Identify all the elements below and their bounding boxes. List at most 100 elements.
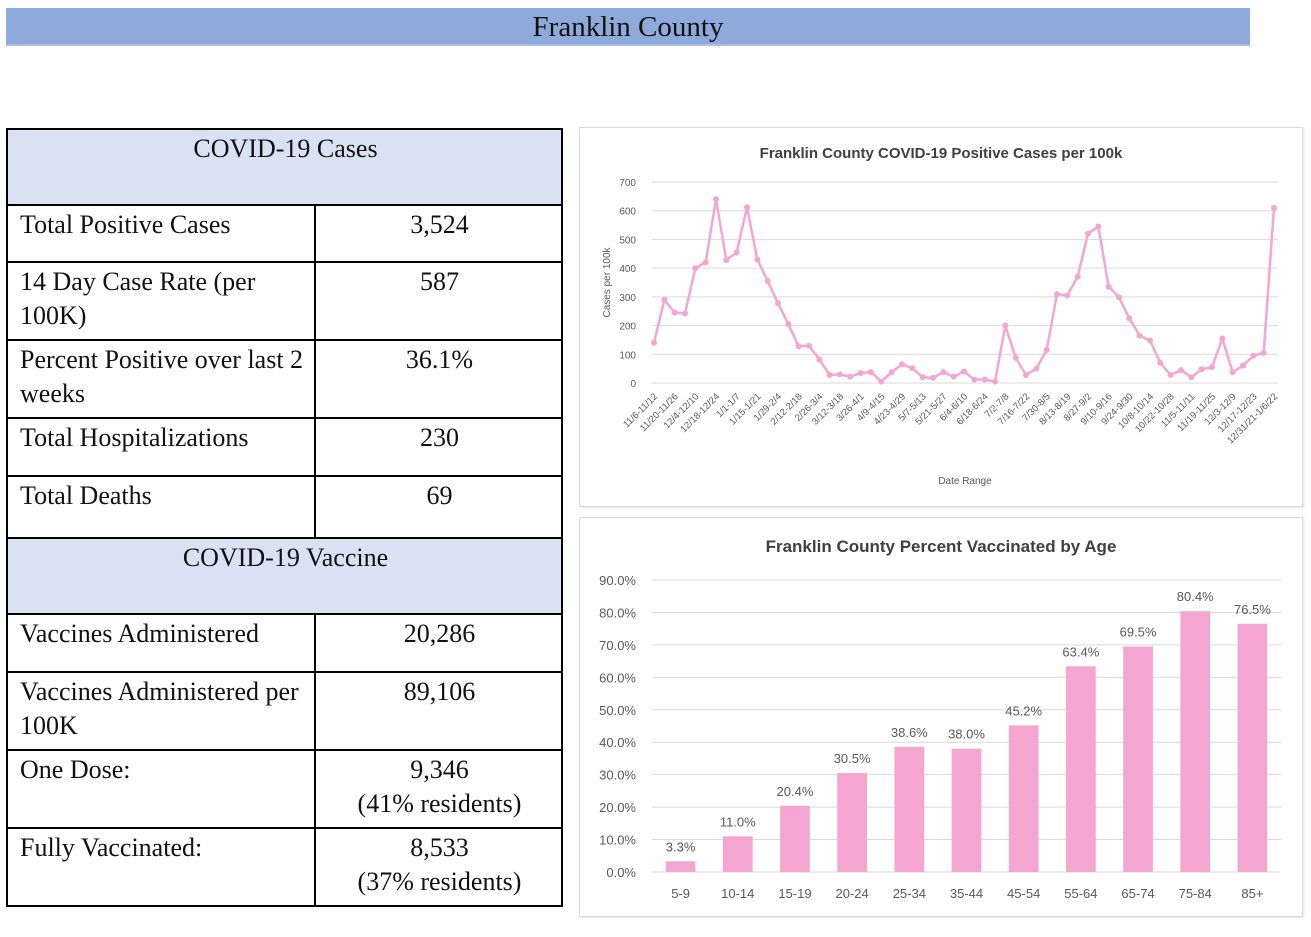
y-tick-label: 40.0%: [599, 735, 636, 750]
data-point: [1033, 365, 1040, 372]
x-tick-label: 35-44: [950, 886, 983, 901]
data-point: [878, 378, 885, 385]
bar: [951, 748, 982, 872]
data-point: [868, 369, 874, 376]
y-tick-label: 20.0%: [599, 800, 636, 815]
row-value: 3,524: [314, 204, 563, 263]
y-tick-label: 500: [619, 235, 636, 246]
data-point: [754, 256, 761, 263]
data-point: [1178, 367, 1184, 374]
table-row: Vaccines Administered per 100K 89,106: [6, 671, 563, 751]
data-point: [1043, 346, 1050, 353]
table-row: One Dose: 9,346 (41% residents): [6, 749, 563, 829]
data-point: [1105, 283, 1112, 290]
data-point: [847, 373, 854, 380]
stats-table: COVID-19 Cases Total Positive Cases 3,524…: [6, 128, 563, 907]
bar: [837, 773, 868, 872]
data-point: [940, 369, 947, 376]
value-percent: (41% residents): [357, 789, 522, 818]
table-row: Percent Positive over last 2 weeks 36.1%: [6, 339, 563, 419]
data-label: 11.0%: [720, 814, 756, 829]
y-tick-label: 600: [619, 207, 636, 218]
row-value: 36.1%: [314, 339, 563, 419]
data-point: [1116, 294, 1122, 301]
bar-chart: Franklin County Percent Vaccinated by Ag…: [599, 537, 1281, 901]
data-point: [1271, 204, 1277, 211]
x-tick-label: 25-34: [893, 886, 926, 901]
y-tick-label: 300: [619, 293, 636, 304]
y-tick-label: 70.0%: [599, 638, 636, 653]
data-label: 30.5%: [834, 751, 871, 766]
x-tick-label: 85+: [1241, 886, 1263, 901]
data-point: [1074, 273, 1081, 280]
row-label: Percent Positive over last 2 weeks: [6, 339, 316, 419]
data-point: [837, 371, 843, 378]
data-point: [1147, 337, 1153, 344]
data-label: 76.5%: [1234, 602, 1271, 617]
table-row: 14 Day Case Rate (per 100K) 587: [6, 261, 563, 341]
bar: [1123, 646, 1153, 872]
y-tick-label: 700: [619, 178, 636, 189]
table-row: Total Deaths 69: [6, 475, 563, 539]
data-point: [1229, 369, 1236, 376]
data-point: [1012, 354, 1019, 361]
data-point: [1167, 371, 1174, 378]
data-point: [888, 369, 895, 376]
data-point: [1085, 230, 1091, 237]
row-value: 587: [314, 261, 563, 341]
y-tick-label: 200: [619, 322, 636, 333]
table-row: Total Hospitalizations 230: [6, 417, 563, 477]
data-point: [806, 342, 812, 349]
x-tick-label: 10-14: [721, 886, 754, 901]
bar: [665, 861, 696, 872]
data-label: 3.3%: [666, 839, 696, 854]
row-label: Vaccines Administered per 100K: [6, 671, 316, 751]
bar: [894, 746, 925, 872]
data-point: [651, 339, 657, 346]
x-tick-label: 45-54: [1007, 886, 1040, 901]
data-point: [826, 371, 833, 378]
line-chart-card: Franklin County COVID-19 Positive Cases …: [579, 127, 1303, 507]
bar: [1065, 666, 1096, 872]
data-label: 20.4%: [777, 784, 814, 799]
bar: [1180, 611, 1211, 872]
y-tick-label: 0.0%: [606, 865, 636, 880]
data-point: [682, 310, 688, 317]
data-point: [1054, 290, 1060, 297]
data-label: 69.5%: [1120, 625, 1157, 640]
data-point: [1157, 359, 1164, 366]
row-label: Total Positive Cases: [6, 204, 316, 263]
data-point: [1209, 364, 1215, 371]
row-value: 230: [314, 417, 563, 477]
data-label: 38.6%: [891, 725, 928, 740]
page-title: Franklin County: [6, 8, 1250, 46]
y-axis-label: Cases per 100k: [602, 246, 613, 317]
data-point: [764, 278, 771, 285]
data-point: [1136, 332, 1143, 339]
value-count: 9,346: [410, 755, 469, 784]
data-point: [1023, 371, 1029, 378]
chart-title: Franklin County COVID-19 Positive Cases …: [760, 145, 1123, 162]
data-point: [692, 265, 699, 272]
row-label: Total Hospitalizations: [6, 417, 316, 477]
row-value: 89,106: [314, 671, 563, 751]
row-value: 20,286: [314, 613, 563, 673]
data-point: [1219, 335, 1226, 342]
data-point: [919, 374, 926, 381]
y-tick-label: 10.0%: [599, 833, 636, 848]
y-tick-label: 90.0%: [599, 573, 636, 588]
data-point: [930, 374, 936, 381]
x-tick-label: 5-9: [671, 886, 690, 901]
y-tick-label: 100: [619, 350, 636, 361]
bar-chart-card: Franklin County Percent Vaccinated by Ag…: [579, 517, 1303, 917]
x-tick-label: 65-74: [1121, 886, 1154, 901]
data-point: [671, 309, 678, 316]
row-label: One Dose:: [6, 749, 316, 829]
data-point: [816, 356, 823, 363]
data-label: 38.0%: [948, 727, 985, 742]
row-label: Fully Vaccinated:: [6, 827, 316, 907]
bar: [1008, 725, 1039, 872]
data-point: [899, 361, 905, 368]
y-tick-label: 0: [630, 379, 636, 390]
data-point: [723, 257, 730, 264]
